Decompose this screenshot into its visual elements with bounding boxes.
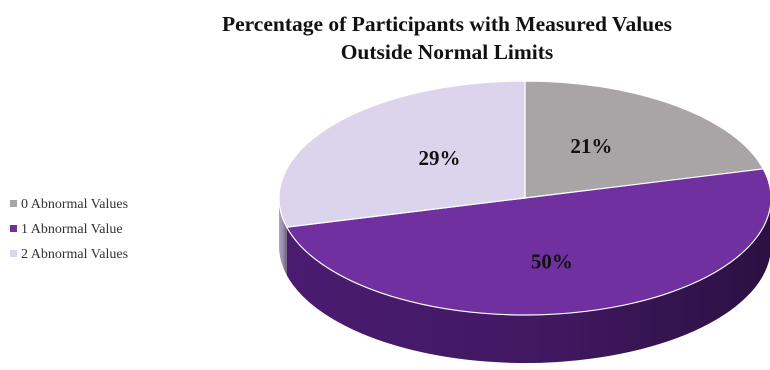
legend-swatch-0 [10, 200, 17, 207]
chart-title-line-1: Percentage of Participants with Measured… [222, 12, 672, 36]
legend-label-1: 1 Abnormal Value [21, 222, 123, 237]
pie-slice-1 [286, 168, 770, 316]
pie-side-walls [279, 198, 770, 363]
chart-title-line-2: Outside Normal Limits [341, 40, 554, 64]
pie-top-faces [278, 80, 770, 316]
pie-data-label-2: 29% [418, 146, 460, 170]
legend-swatch-2 [10, 250, 17, 257]
pie-data-label-0: 21% [570, 134, 612, 158]
legend-label-0: 0 Abnormal Values [21, 197, 128, 212]
pie-data-labels: 21% 50% 29% [418, 134, 612, 273]
pie-side-shade-2 [279, 198, 287, 276]
pie-data-label-1: 50% [531, 249, 573, 273]
pie-side-shade-1 [286, 208, 770, 363]
pie-slice-2 [278, 80, 526, 228]
pie-slice-0 [524, 80, 764, 199]
legend-label-2: 2 Abnormal Values [21, 247, 128, 262]
legend: 0 Abnormal Values 1 Abnormal Value 2 Abn… [10, 197, 128, 262]
legend-swatch-1 [10, 225, 17, 232]
